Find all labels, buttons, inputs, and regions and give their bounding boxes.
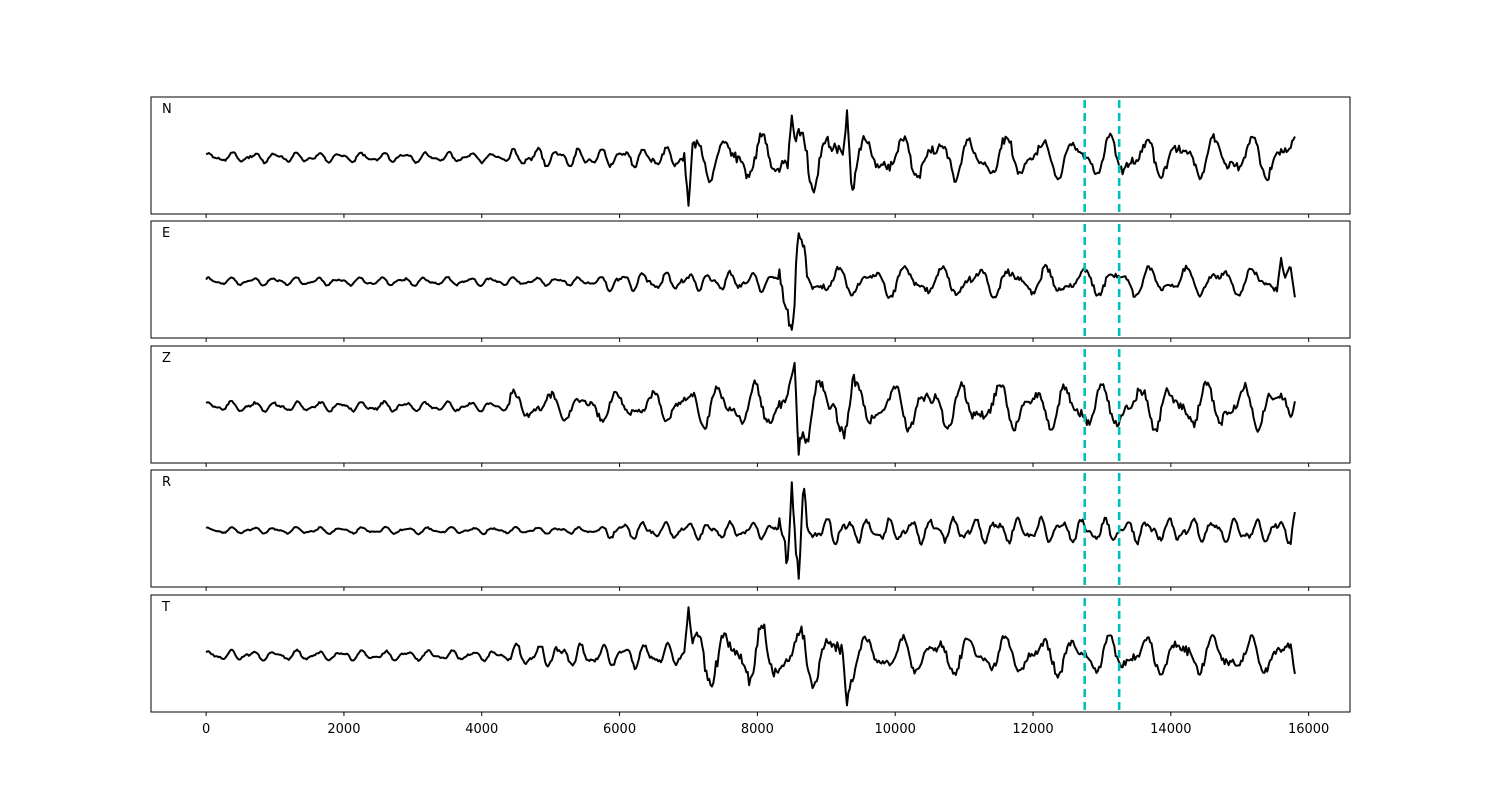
panel-label: E [162, 226, 170, 241]
panel-frame [150, 594, 1351, 713]
panel-e: E [150, 220, 1351, 342]
panel-z: Z [150, 345, 1351, 467]
panel-r: R [150, 469, 1351, 591]
x-tick-label: 14000 [1150, 722, 1191, 737]
x-tick-label: 10000 [875, 722, 916, 737]
panel-label: R [162, 475, 171, 490]
panel-frame [150, 345, 1351, 464]
panel-label: N [162, 102, 172, 117]
panel-label: Z [162, 351, 171, 366]
panel-frame [150, 469, 1351, 588]
panel-label: T [161, 600, 170, 615]
panel-t: T [150, 594, 1351, 716]
panel-n: N [150, 96, 1351, 218]
x-tick-label: 12000 [1012, 722, 1053, 737]
x-tick-label: 0 [202, 722, 210, 737]
waveform-trace [205, 232, 1296, 331]
x-tick-label: 4000 [465, 722, 498, 737]
waveform-trace [205, 481, 1296, 580]
x-tick-label: 6000 [603, 722, 636, 737]
panels-group: N E Z R T [150, 96, 1351, 716]
waveform-trace [205, 606, 1296, 707]
x-tick-label: 2000 [327, 722, 360, 737]
x-axis: 0 2000 4000 6000 8000 10000 12000 14000 16000 [202, 722, 1329, 737]
panel-frame [150, 96, 1351, 215]
x-tick-label: 8000 [741, 722, 774, 737]
waveform-trace [205, 109, 1296, 207]
panel-frame [150, 220, 1351, 339]
x-tick-label: 16000 [1288, 722, 1329, 737]
waveform-trace [205, 361, 1296, 456]
